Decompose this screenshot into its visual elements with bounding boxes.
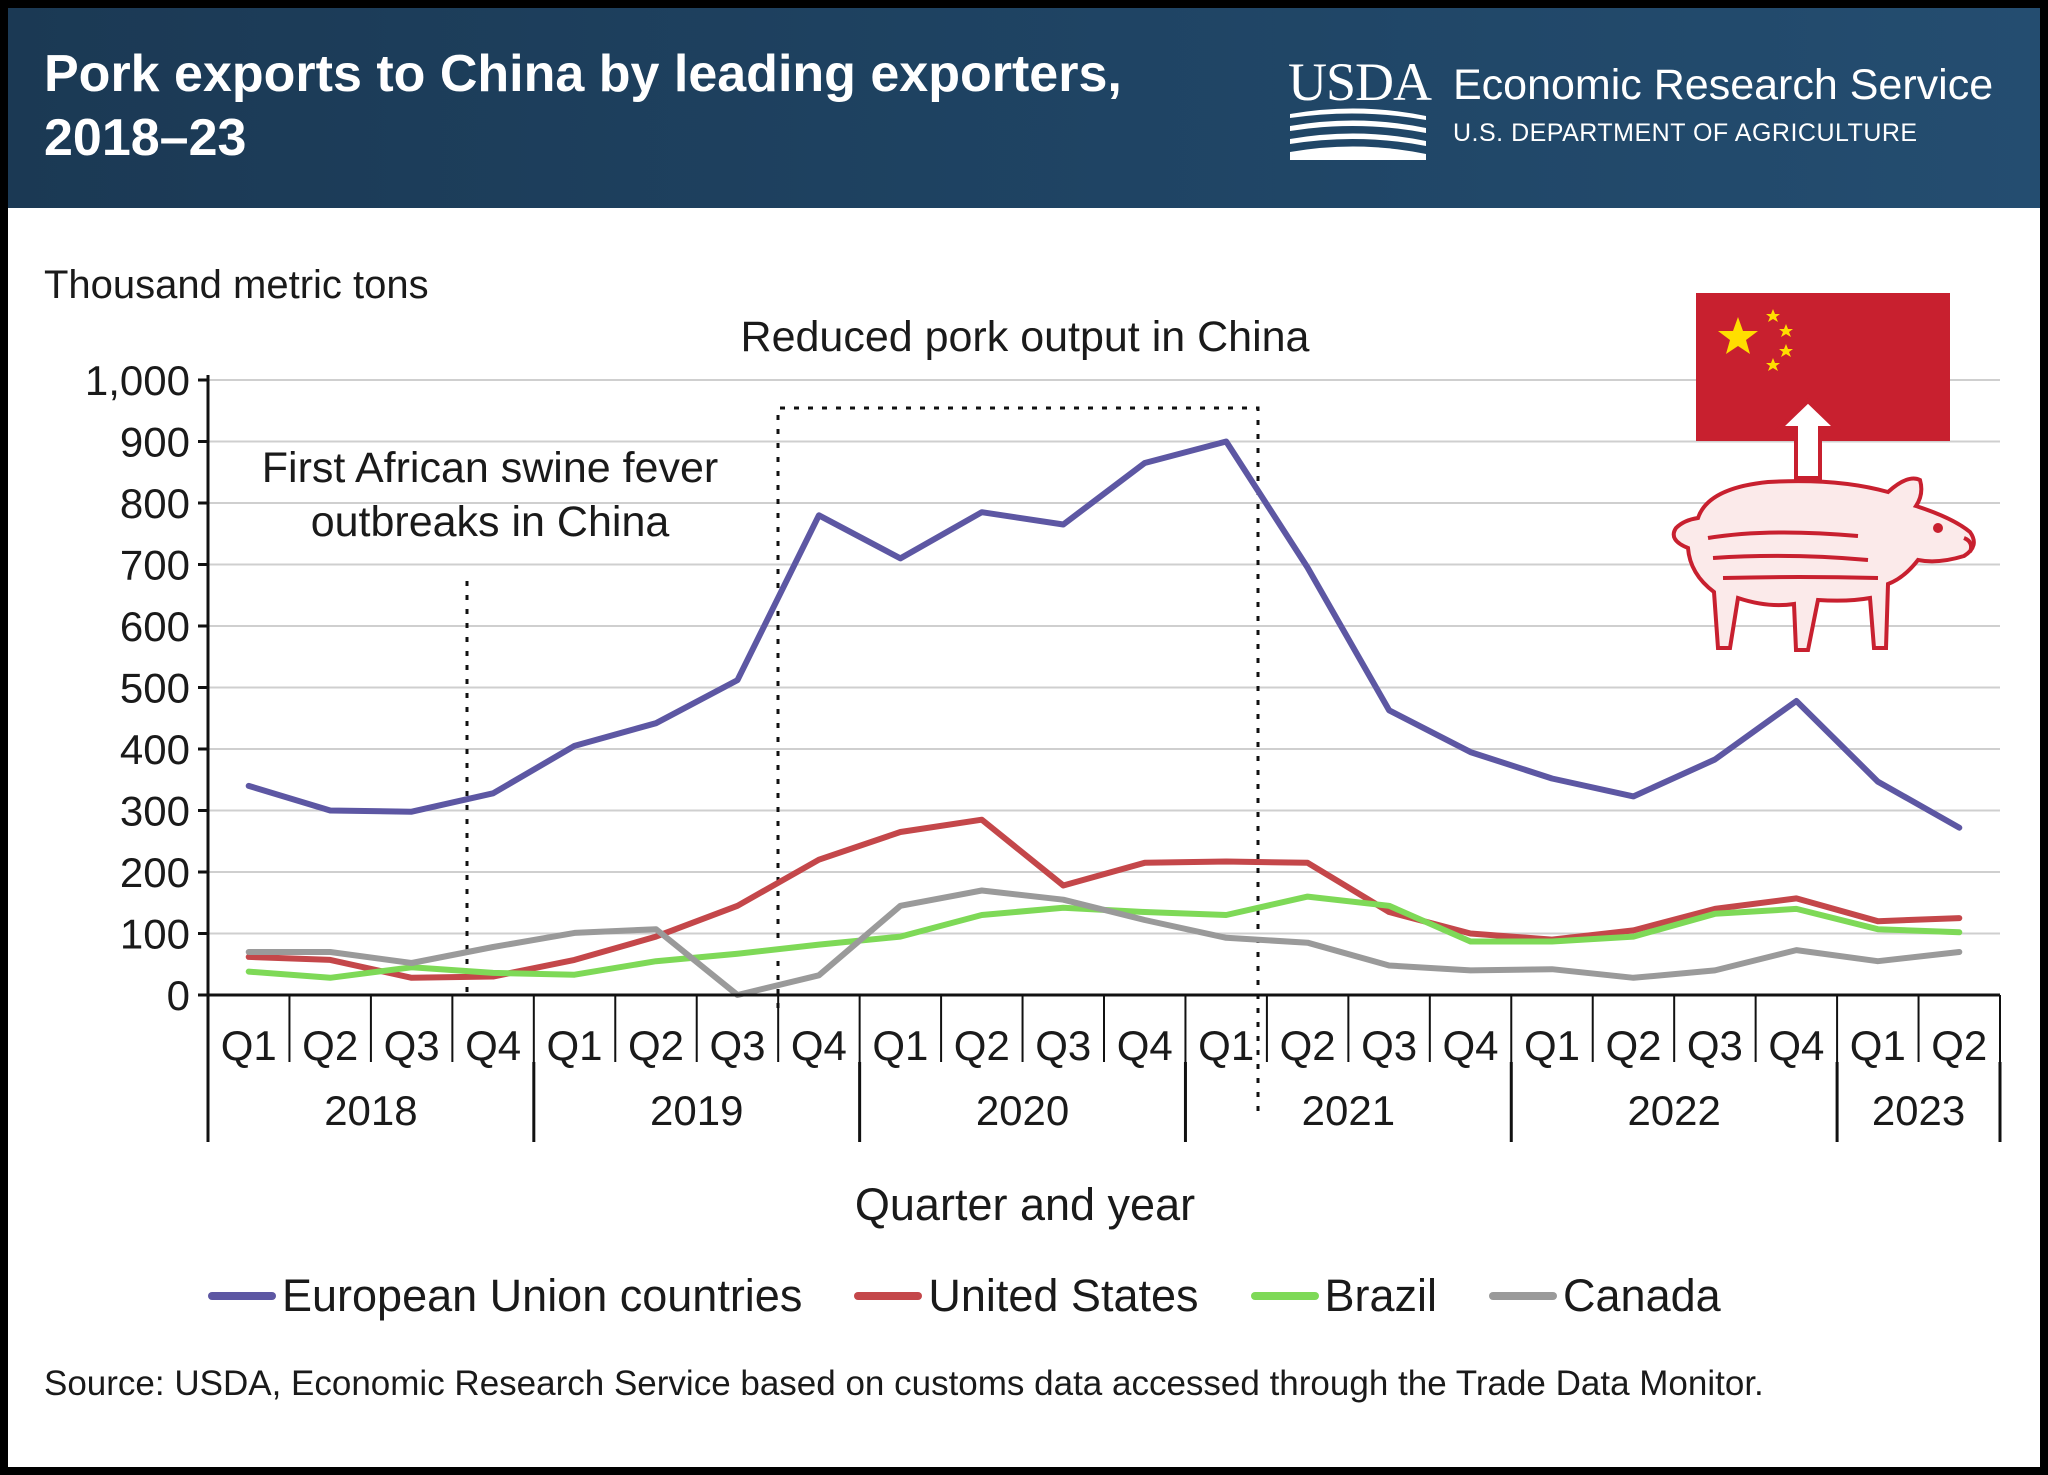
year-label: 2019 bbox=[650, 1087, 743, 1134]
legend-label-eu: European Union countries bbox=[282, 1270, 803, 1321]
y-tick-label: 0 bbox=[167, 972, 190, 1019]
usda-logo-icon: USDA bbox=[1288, 52, 1432, 112]
series-line bbox=[245, 816, 1963, 981]
x-tick-label: Q4 bbox=[465, 1022, 521, 1069]
series-line bbox=[245, 438, 1963, 831]
usda-logo-stripes-icon bbox=[1290, 108, 1426, 160]
x-tick-label: Q3 bbox=[1035, 1022, 1091, 1069]
x-tick-label: Q1 bbox=[221, 1022, 277, 1069]
swine-fever-annotation-line-2: outbreaks in China bbox=[311, 498, 670, 546]
x-tick-label: Q3 bbox=[384, 1022, 440, 1069]
legend-label-us: United States bbox=[928, 1270, 1199, 1321]
year-label: 2022 bbox=[1627, 1087, 1720, 1134]
year-label: 2021 bbox=[1302, 1087, 1395, 1134]
chart-card: Pork exports to China by leading exporte… bbox=[8, 8, 2040, 1467]
y-tick-label: 300 bbox=[120, 788, 190, 835]
y-tick-label: 900 bbox=[120, 419, 190, 466]
department-name: U.S. DEPARTMENT OF AGRICULTURE bbox=[1453, 119, 1918, 147]
source-note: Source: USDA, Economic Research Service … bbox=[44, 1364, 1764, 1403]
header-banner: Pork exports to China by leading exporte… bbox=[8, 8, 2040, 208]
data-series bbox=[245, 438, 1963, 998]
legend-item-eu: European Union countries bbox=[208, 1270, 802, 1322]
x-tick-label: Q3 bbox=[1687, 1022, 1743, 1069]
y-tick-label: 600 bbox=[120, 603, 190, 650]
year-label: 2020 bbox=[976, 1087, 1069, 1134]
y-tick-label: 200 bbox=[120, 849, 190, 896]
x-tick-label: Q2 bbox=[1605, 1022, 1661, 1069]
x-tick-label: Q1 bbox=[1524, 1022, 1580, 1069]
y-tick-label: 100 bbox=[120, 911, 190, 958]
x-tick-label: Q2 bbox=[1280, 1022, 1336, 1069]
legend-label-brazil: Brazil bbox=[1324, 1270, 1438, 1321]
x-tick-label: Q1 bbox=[547, 1022, 603, 1069]
y-axis-unit-label: Thousand metric tons bbox=[44, 263, 429, 307]
reduced-output-bracket bbox=[776, 406, 1260, 1120]
y-tick-label: 1,000 bbox=[85, 357, 190, 404]
legend-swatch-us bbox=[854, 1292, 923, 1300]
legend-item-us: United States bbox=[854, 1270, 1199, 1322]
agency-name: Economic Research Service bbox=[1453, 61, 1994, 109]
swine-fever-annotation-line-1: First African swine fever bbox=[262, 444, 718, 492]
legend-item-canada: Canada bbox=[1489, 1270, 1721, 1322]
export-arrow-icon bbox=[1775, 398, 1841, 480]
x-tick-label: Q2 bbox=[1931, 1022, 1987, 1069]
x-tick-label: Q4 bbox=[1117, 1022, 1173, 1069]
x-tick-label: Q2 bbox=[302, 1022, 358, 1069]
x-tick-label: Q4 bbox=[1443, 1022, 1499, 1069]
x-axis-title: Quarter and year bbox=[855, 1179, 1195, 1230]
x-tick-label: Q4 bbox=[791, 1022, 847, 1069]
y-axis-ticks: 0 100 200 300 400 500 600 700 800 900 1,000 bbox=[85, 357, 208, 1019]
legend-swatch-brazil bbox=[1250, 1292, 1319, 1300]
x-tick-label: Q1 bbox=[1198, 1022, 1254, 1069]
x-tick-label: Q2 bbox=[954, 1022, 1010, 1069]
year-label: 2023 bbox=[1872, 1087, 1965, 1134]
x-tick-label: Q1 bbox=[1850, 1022, 1906, 1069]
legend-swatch-eu bbox=[208, 1292, 276, 1300]
x-tick-label: Q3 bbox=[1361, 1022, 1417, 1069]
legend-label-canada: Canada bbox=[1563, 1270, 1721, 1321]
y-tick-label: 800 bbox=[120, 480, 190, 527]
series-line bbox=[245, 887, 1963, 998]
legend-swatch-canada bbox=[1489, 1292, 1558, 1300]
legend: European Union countries United States B… bbox=[208, 1270, 1773, 1322]
pig-icon bbox=[1671, 476, 1976, 652]
x-tick-label: Q3 bbox=[709, 1022, 765, 1069]
reduced-output-annotation: Reduced pork output in China bbox=[741, 313, 1310, 361]
y-tick-label: 500 bbox=[120, 665, 190, 712]
chart-title-line-2: 2018–23 bbox=[44, 109, 247, 167]
annotations: First African swine fever outbreaks in C… bbox=[262, 313, 1310, 1120]
y-tick-label: 700 bbox=[120, 542, 190, 589]
x-tick-label: Q2 bbox=[628, 1022, 684, 1069]
x-tick-label: Q1 bbox=[872, 1022, 928, 1069]
x-tick-label: Q4 bbox=[1768, 1022, 1824, 1069]
y-tick-label: 400 bbox=[120, 726, 190, 773]
legend-item-brazil: Brazil bbox=[1250, 1270, 1438, 1322]
year-label: 2018 bbox=[324, 1087, 417, 1134]
line-chart: 0 100 200 300 400 500 600 700 800 900 1,000 First … bbox=[85, 293, 2002, 1230]
chart-title-line-1: Pork exports to China by leading exporte… bbox=[44, 45, 1122, 103]
x-axis: Q1 Q2 Q3 Q4 Q1 Q2 Q3 Q4 Q1 Q2 Q3 Q4 Q1 Q2 Q3 Q4 Q1 Q2 Q3 Q4… bbox=[206, 375, 2002, 1142]
